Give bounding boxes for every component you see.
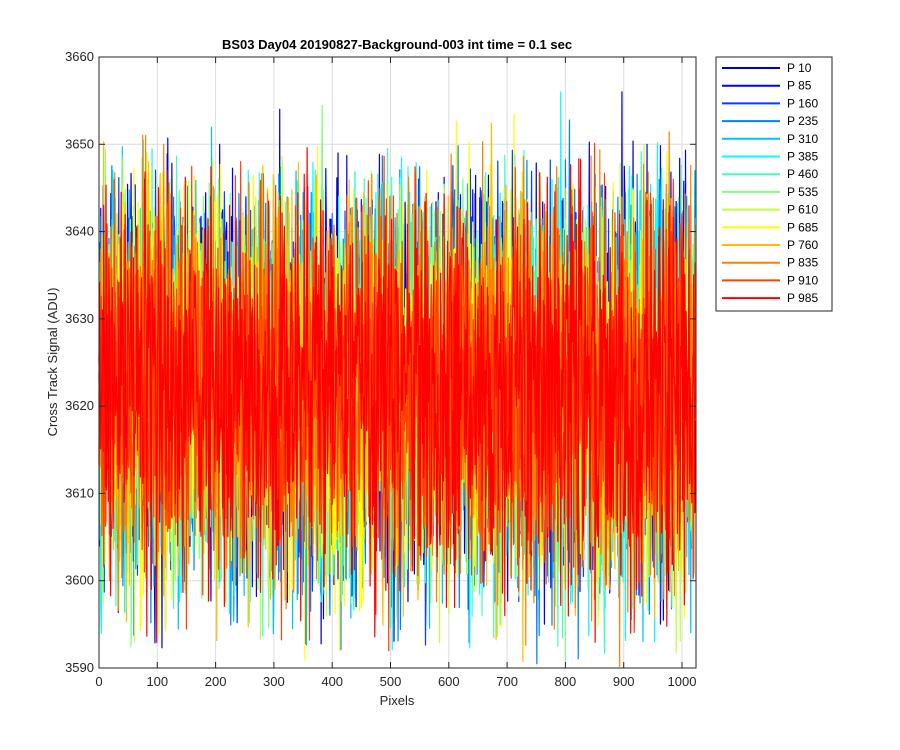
x-tick-label: 500: [380, 674, 402, 689]
legend-label: P 835: [787, 256, 818, 270]
legend-box: [715, 56, 833, 312]
x-tick-label: 700: [496, 674, 518, 689]
legend-label: P 610: [787, 203, 818, 217]
legend: P 10 P 85 P 160 P 235 P 310 P 385 P 460 P 535 P …: [715, 56, 833, 312]
legend-label: P 985: [787, 291, 818, 305]
y-tick-label: 3620: [65, 398, 94, 413]
legend-label: P 910: [787, 273, 818, 287]
y-tick-label: 3630: [65, 311, 94, 326]
x-axis-label: Pixels: [380, 693, 415, 708]
x-tick-label: 0: [95, 674, 102, 689]
chart-title: BS03 Day04 20190827-Background-003 int t…: [222, 37, 572, 52]
y-tick-label: 3610: [65, 485, 94, 500]
y-axis-label: Cross Track Signal (ADU): [45, 288, 60, 437]
y-tick-label: 3650: [65, 136, 94, 151]
x-tick-label: 800: [555, 674, 577, 689]
x-tick-label: 200: [205, 674, 227, 689]
y-tick-label: 3640: [65, 224, 94, 239]
plot-area-border: [98, 56, 697, 669]
x-tick-label: 100: [146, 674, 168, 689]
axis-ticks: 0 100 200 300 400 500 600 700 800 900 1000 3590 3600…: [65, 49, 696, 689]
legend-label: P 85: [787, 79, 812, 93]
legend-label: P 310: [787, 132, 818, 146]
legend-label: P 460: [787, 167, 818, 181]
y-tick-label: 3590: [65, 660, 94, 675]
x-tick-label: 900: [613, 674, 635, 689]
series-line-p985: [98, 147, 697, 643]
y-tick-label: 3660: [65, 49, 94, 64]
legend-label: P 760: [787, 238, 818, 252]
x-tick-label: 600: [438, 674, 460, 689]
series-lines: [98, 91, 697, 667]
legend-label: P 385: [787, 150, 818, 164]
y-tick-label: 3600: [65, 573, 94, 588]
legend-label: P 535: [787, 185, 818, 199]
legend-label: P 10: [787, 61, 812, 75]
legend-label: P 160: [787, 96, 818, 110]
x-tick-label: 400: [321, 674, 343, 689]
legend-label: P 235: [787, 114, 818, 128]
legend-label: P 685: [787, 220, 818, 234]
x-tick-label: 1000: [668, 674, 697, 689]
x-tick-label: 300: [263, 674, 285, 689]
